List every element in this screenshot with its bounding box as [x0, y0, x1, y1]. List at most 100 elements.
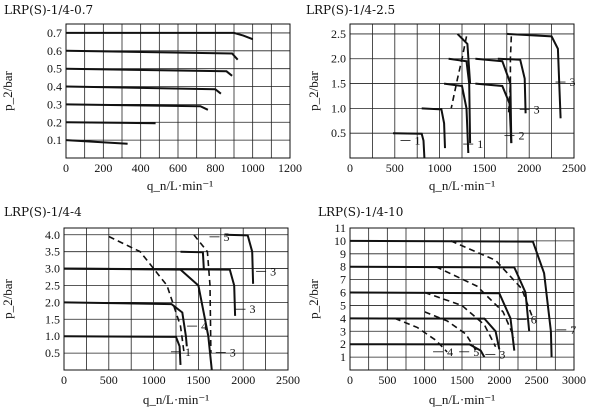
x-tick-label: 2000 [487, 373, 511, 387]
y-axis-label: p_2/bar [306, 70, 321, 110]
y-tick-label: 0.7 [47, 26, 62, 40]
characteristic-curve [456, 33, 472, 84]
characteristic-curve [448, 57, 472, 144]
x-tick-label: 2500 [525, 373, 549, 387]
characteristic-curve [475, 57, 513, 144]
characteristic-curve [421, 107, 446, 149]
curve-label: 3 [570, 75, 576, 89]
y-tick-label: 1.0 [331, 101, 346, 115]
curve-label: 4 [447, 345, 453, 359]
y-tick-label: 0.5 [45, 346, 60, 360]
characteristic-curve [349, 291, 516, 351]
dashed-curve [424, 291, 497, 348]
y-tick-label: 0.6 [47, 44, 62, 58]
x-tick-label: 1000 [142, 373, 166, 387]
curve-label: 2 [518, 129, 524, 143]
characteristic-curve [349, 317, 501, 350]
x-tick-label: 500 [386, 161, 404, 175]
y-axis-label: p_2/bar [0, 278, 15, 318]
curve-label: 4 [201, 319, 207, 333]
curve-label: 3 [249, 302, 255, 316]
x-axis-label: q_n/L·min⁻¹ [429, 392, 495, 407]
dashed-curve [424, 311, 478, 353]
x-tick-label: 2500 [562, 161, 586, 175]
y-tick-label: 0.5 [331, 126, 346, 140]
x-tick-label: 200 [94, 161, 112, 175]
curve-label: 5 [473, 345, 479, 359]
curve-label: 1 [185, 345, 191, 359]
y-tick-label: 2.0 [45, 295, 60, 309]
y-tick-label: 7 [340, 273, 346, 287]
y-axis-label: p_2/bar [306, 278, 321, 318]
y-tick-label: 8 [340, 260, 346, 274]
dashed-curve [450, 36, 468, 109]
x-tick-label: 2000 [231, 373, 255, 387]
x-axis-label: q_n/L·min⁻¹ [143, 392, 209, 407]
x-tick-label: 3000 [562, 373, 586, 387]
x-tick-label: 1000 [413, 373, 437, 387]
plot-frame [349, 23, 575, 159]
curve-label: 3 [534, 102, 540, 116]
characteristic-curve [392, 132, 426, 159]
x-axis-label: q_n/L·min⁻¹ [429, 178, 495, 193]
y-tick-label: 3.5 [45, 245, 60, 259]
y-tick-label: 0.5 [47, 62, 62, 76]
x-tick-label: 1200 [278, 161, 302, 175]
characteristic-curve [506, 32, 562, 119]
characteristic-curve [63, 301, 188, 347]
characteristic-curve [349, 343, 486, 358]
x-tick-label: 1000 [241, 161, 265, 175]
x-tick-label: 0 [61, 373, 67, 387]
dashed-curve [394, 317, 448, 353]
y-tick-label: 1.5 [331, 77, 346, 91]
chart-title: LRP(S)-1/4-4 [4, 205, 82, 219]
y-tick-label: 6 [340, 286, 346, 300]
curve-label: 7 [570, 323, 576, 337]
y-tick-label: 0.3 [47, 97, 62, 111]
y-tick-label: 2.0 [331, 52, 346, 66]
y-axis-label: p_2/bar [0, 70, 15, 110]
dashed-curve [193, 234, 212, 354]
chart-title: LRP(S)-1/4-10 [318, 205, 403, 219]
x-tick-label: 1500 [472, 161, 496, 175]
x-tick-label: 400 [132, 161, 150, 175]
characteristic-curve [65, 49, 239, 61]
characteristic-curve [225, 233, 255, 284]
characteristic-curve [349, 239, 553, 358]
characteristic-curve [475, 82, 513, 144]
y-tick-label: 2.5 [331, 27, 346, 41]
curve-label: 5 [223, 230, 229, 244]
y-tick-label: 0.1 [47, 133, 62, 147]
x-tick-label: 800 [206, 161, 224, 175]
x-tick-label: 500 [100, 373, 118, 387]
y-tick-label: 0.4 [47, 80, 62, 94]
plot-frame [63, 227, 289, 371]
y-tick-label: 1.5 [45, 312, 60, 326]
curve-label: 6 [531, 313, 537, 327]
curve-label: 3 [499, 347, 505, 361]
x-tick-label: 1500 [186, 373, 210, 387]
curve-label: 1 [415, 134, 421, 148]
x-tick-label: 2500 [276, 373, 300, 387]
plot-frame [65, 23, 291, 159]
x-tick-label: 600 [169, 161, 187, 175]
y-tick-label: 10 [334, 234, 346, 248]
curve-label: 3 [230, 345, 236, 359]
characteristic-curve [180, 250, 205, 269]
characteristic-curve [63, 335, 182, 365]
y-tick-label: 11 [334, 221, 346, 235]
dashed-curve [450, 240, 534, 319]
x-tick-label: 0 [347, 373, 353, 387]
y-tick-label: 9 [340, 247, 346, 261]
characteristic-curve [443, 82, 470, 154]
characteristic-curve [63, 267, 237, 316]
characteristic-curve [65, 121, 156, 125]
x-tick-label: 1000 [428, 161, 452, 175]
dashed-curve [435, 265, 516, 339]
characteristic-curve [497, 57, 527, 114]
y-tick-label: 4 [340, 311, 346, 325]
y-tick-label: 1.0 [45, 329, 60, 343]
x-axis-label: q_n/L·min⁻¹ [147, 178, 213, 193]
curve-label: 1 [477, 137, 483, 151]
